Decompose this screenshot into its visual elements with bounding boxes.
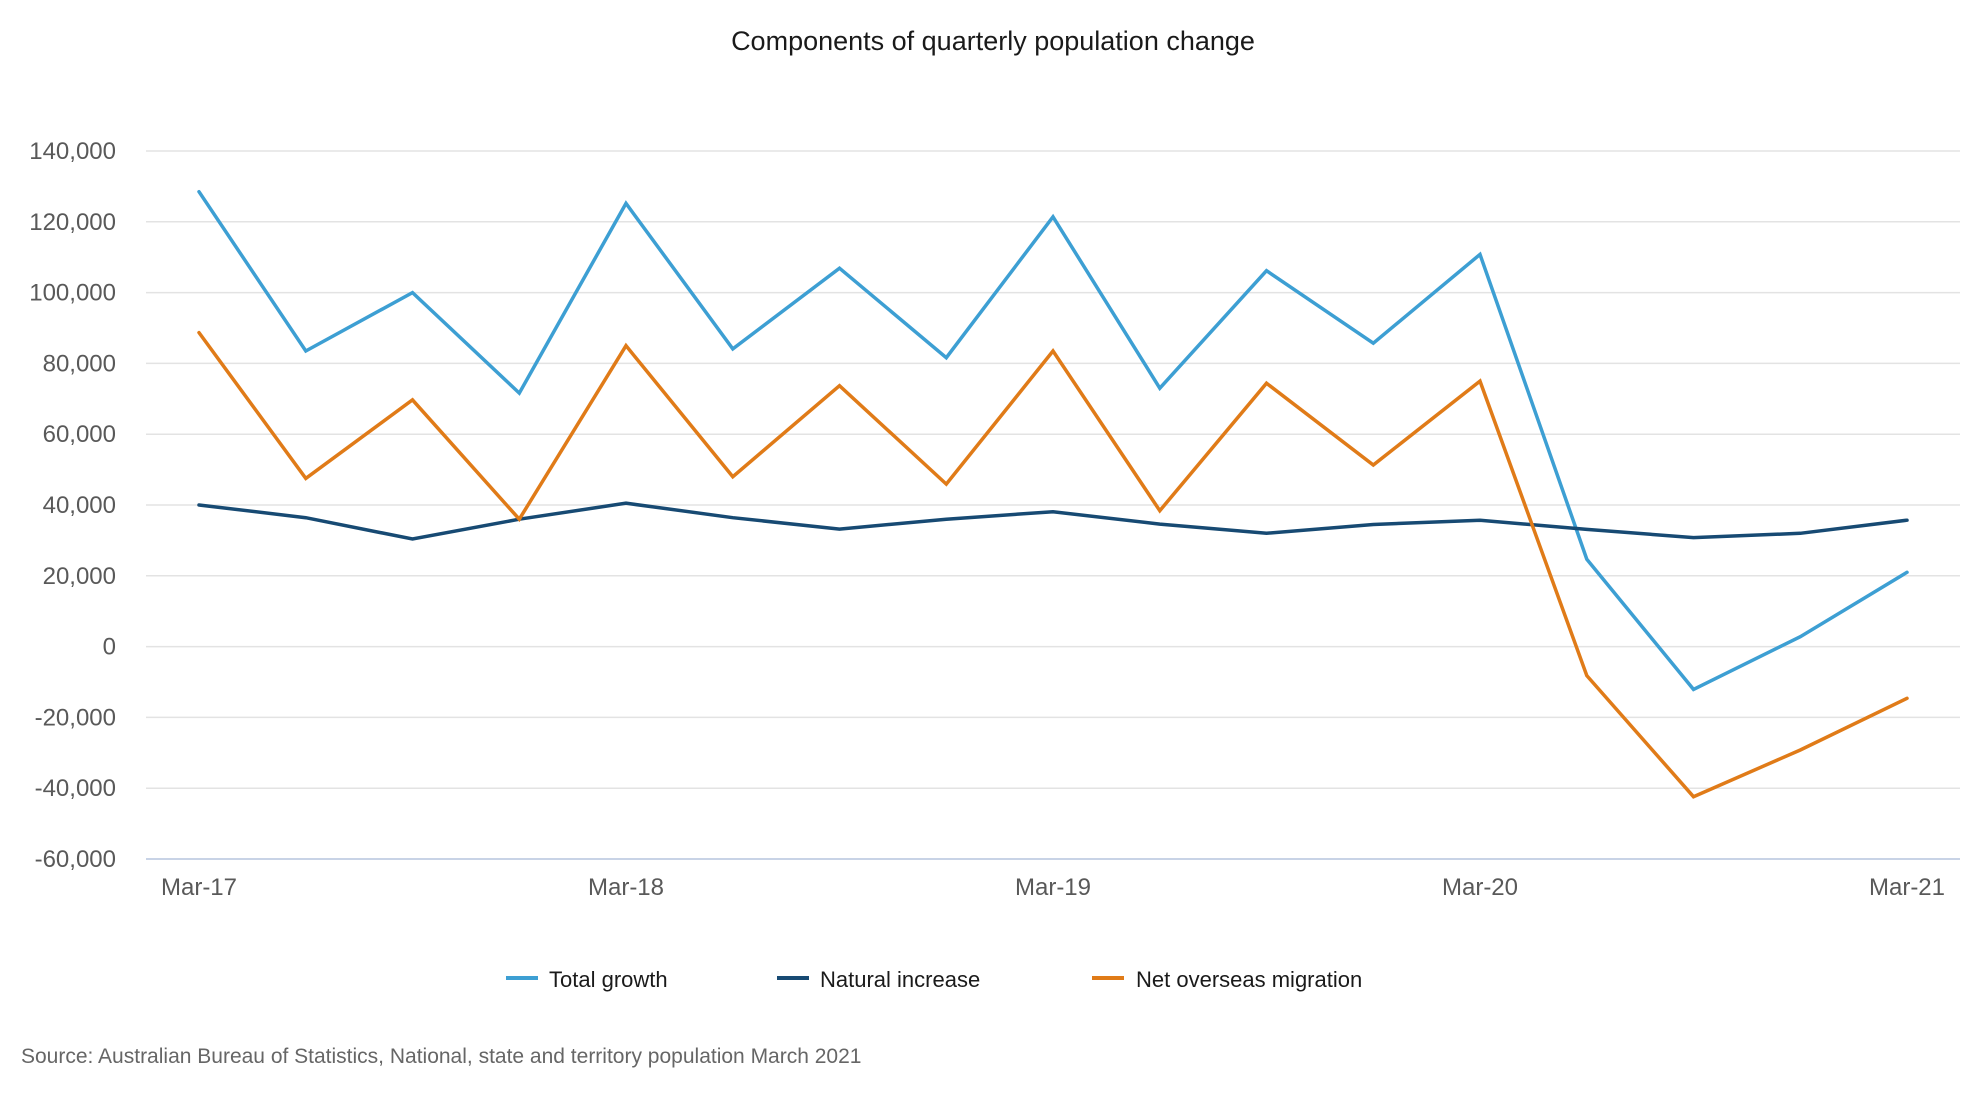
x-tick-label: Mar-17	[161, 874, 237, 901]
y-tick-label: -40,000	[35, 775, 116, 802]
legend-item-total-growth: Total growth	[506, 967, 668, 992]
legend-label: Total growth	[549, 967, 668, 992]
x-tick-label: Mar-19	[1015, 874, 1091, 901]
x-axis-ticks: Mar-17 Mar-18 Mar-19 Mar-20 Mar-21	[161, 874, 1945, 901]
y-tick-label: 60,000	[43, 421, 116, 448]
series-line	[199, 192, 1907, 690]
legend-item-natural-increase: Natural increase	[777, 967, 980, 992]
y-tick-label: -20,000	[35, 704, 116, 731]
legend-swatch	[777, 976, 809, 980]
source-note: Source: Australian Bureau of Statistics,…	[21, 1045, 861, 1068]
x-tick-label: Mar-20	[1442, 874, 1518, 901]
y-tick-label: 100,000	[29, 280, 116, 307]
y-tick-label: 0	[103, 634, 116, 661]
y-tick-label: 40,000	[43, 492, 116, 519]
legend-item-net-overseas-migration: Net overseas migration	[1092, 967, 1362, 992]
legend-label: Net overseas migration	[1136, 967, 1362, 992]
series-line	[199, 503, 1907, 539]
y-tick-label: -60,000	[35, 846, 116, 873]
x-tick-label: Mar-18	[588, 874, 664, 901]
series-lines	[199, 192, 1907, 797]
gridlines	[146, 151, 1960, 859]
y-tick-label: 20,000	[43, 563, 116, 590]
series-natural-increase	[199, 503, 1907, 539]
series-net-overseas-migration	[199, 333, 1907, 797]
y-tick-label: 120,000	[29, 209, 116, 236]
y-tick-label: 80,000	[43, 350, 116, 377]
legend-label: Natural increase	[820, 967, 980, 992]
legend-swatch	[506, 976, 538, 980]
x-tick-label: Mar-21	[1869, 874, 1945, 901]
legend-swatch	[1092, 976, 1124, 980]
series-total-growth	[199, 192, 1907, 690]
legend: Total growth Natural increase Net overseas…	[506, 967, 1362, 992]
series-line	[199, 333, 1907, 797]
y-tick-label: 140,000	[29, 138, 116, 165]
y-axis-ticks: 140,000 120,000 100,000 80,000 60,000 40,000 2…	[29, 138, 116, 873]
chart-title: Components of quarterly population chang…	[731, 26, 1255, 56]
